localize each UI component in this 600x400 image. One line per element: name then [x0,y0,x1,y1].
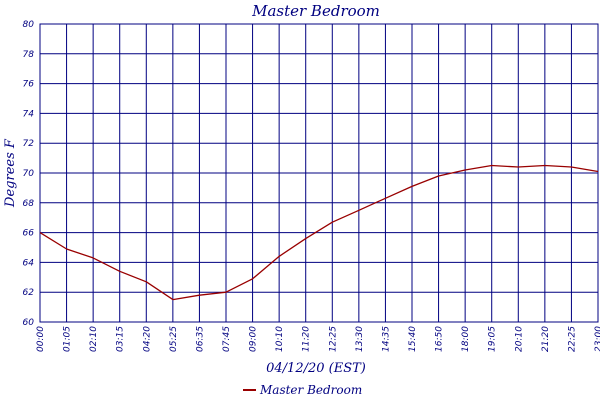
x-tick-label: 07:45 [222,326,232,352]
x-axis-ticks: 00:00 01:05 02:10 03:15 04:20 05:25 06:35 07:45… [36,326,600,352]
x-tick-label: 13:30 [355,326,365,352]
x-tick-label: 21:20 [541,326,551,352]
series-line [39,164,599,301]
x-axis-label: 04/12/20 (EST) [266,361,366,376]
x-tick-label: 14:35 [381,326,391,352]
legend: Master Bedroom [243,383,362,397]
x-tick-label: 23:00 [594,326,600,352]
y-tick-label: 74 [23,109,35,119]
x-tick-label: 16:50 [435,326,445,352]
x-tick-label: 02:10 [89,326,99,352]
legend-label: Master Bedroom [259,383,362,397]
x-tick-label: 19:05 [488,326,498,352]
x-tick-label: 03:15 [116,326,126,352]
y-tick-label: 66 [23,229,35,239]
y-tick-label: 72 [23,139,35,149]
x-tick-label: 18:00 [461,326,471,352]
plot-area-border [39,23,599,323]
y-tick-label: 80 [23,20,35,30]
y-axis-label: Degrees F [3,138,18,208]
x-tick-label: 11:20 [302,326,312,352]
x-tick-label: 15:40 [408,326,418,352]
y-tick-label: 64 [23,258,35,268]
x-tick-label: 05:25 [169,326,179,352]
x-tick-label: 10:10 [275,326,285,352]
y-axis-ticks: 60 62 64 66 68 70 72 74 76 78 80 [23,20,35,328]
x-tick-label: 20:10 [514,326,524,352]
y-tick-label: 60 [23,318,35,328]
x-tick-label: 22:25 [567,326,577,352]
x-tick-label: 04:20 [142,326,152,352]
x-tick-label: 01:05 [63,326,73,352]
x-tick-label: 06:35 [195,326,205,352]
y-tick-label: 76 [23,80,35,90]
y-tick-label: 70 [23,169,35,179]
x-tick-label: 12:25 [328,326,338,352]
series-group [39,164,599,301]
x-tick-label: 09:00 [249,326,259,352]
y-tick-label: 62 [23,288,35,298]
x-tick-label: 00:00 [36,326,46,352]
y-tick-label: 68 [23,199,35,209]
grid-lines [39,23,599,323]
y-tick-label: 78 [23,50,35,60]
chart-title: Master Bedroom [251,2,380,20]
